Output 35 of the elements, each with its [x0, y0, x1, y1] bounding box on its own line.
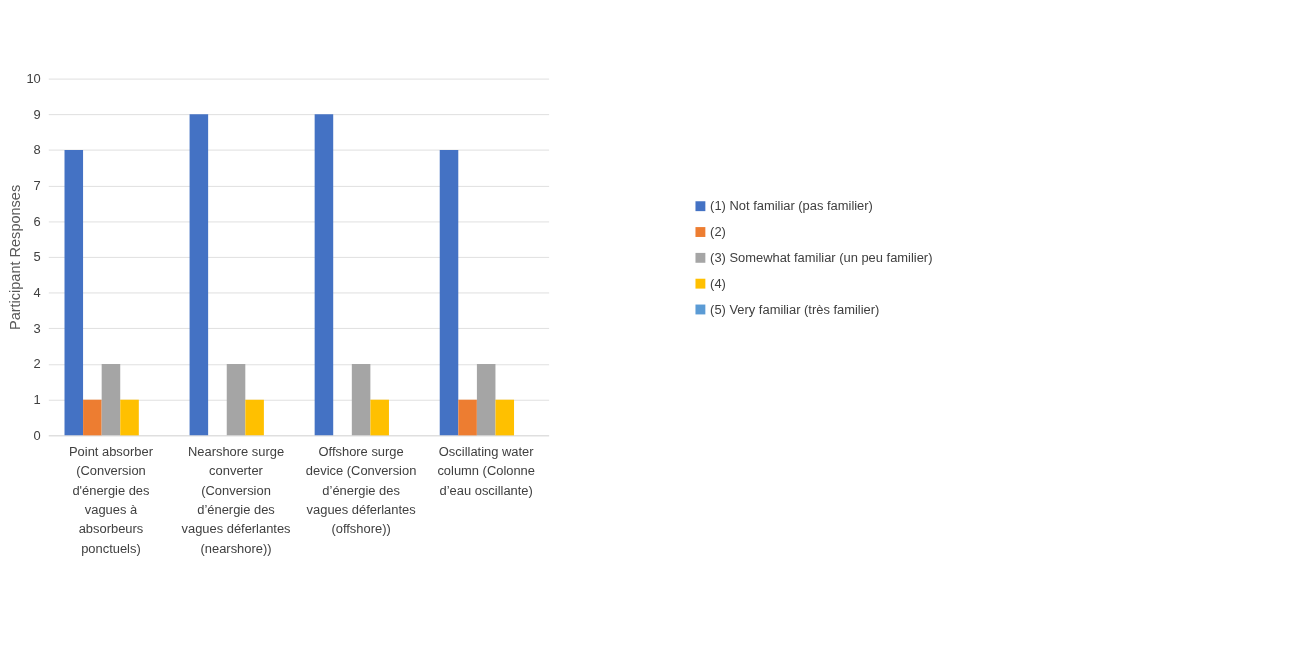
- bar: [495, 399, 515, 436]
- bar: [245, 399, 264, 436]
- bar: [476, 364, 496, 436]
- bar: [370, 399, 389, 436]
- bar: [83, 399, 102, 436]
- bar: [314, 114, 334, 436]
- y-tick-label: 10: [26, 71, 41, 87]
- y-tick-label: 0: [33, 427, 41, 443]
- x-tick-label: Oscillating water column (Colonne d’eau oscillante): [437, 443, 535, 498]
- legend-label: (1) Not familiar (pas familier): [710, 198, 873, 214]
- legend-label: (5) Very familiar (très familier): [710, 301, 880, 317]
- legend-label: (3) Somewhat familiar (un peu familier): [710, 249, 933, 265]
- bar: [351, 364, 371, 436]
- y-axis-title: Participant Responses: [6, 184, 23, 331]
- legend-label: (2): [710, 224, 726, 240]
- y-tick-label: 5: [33, 249, 41, 265]
- y-tick-label: 9: [33, 106, 41, 122]
- y-tick-label: 6: [33, 213, 41, 229]
- x-tick-label: Nearshore surge converter (Conversion d’énergie des vagues déferlantes (nearshore)): [181, 443, 291, 556]
- bar: [189, 114, 209, 436]
- bar: [226, 364, 246, 436]
- bar: [64, 150, 84, 436]
- bar: [439, 150, 459, 436]
- y-tick-label: 3: [33, 320, 41, 336]
- bar: [101, 364, 121, 436]
- y-tick-label: 8: [33, 142, 41, 158]
- y-tick-label: 7: [33, 178, 41, 194]
- x-tick-label: Offshore surge device (Conversion d’énergie des vagues déferlantes (offshore)): [305, 443, 417, 537]
- y-tick-label: 4: [33, 285, 41, 301]
- x-tick-label: Point absorber (Conversion d'énergie des vagues à absorbeurs ponctuels): [68, 443, 154, 556]
- legend-label: (4): [710, 275, 726, 291]
- y-tick-label: 1: [33, 392, 41, 408]
- bar: [120, 399, 139, 436]
- bar: [458, 399, 477, 436]
- y-tick-label: 2: [33, 356, 41, 372]
